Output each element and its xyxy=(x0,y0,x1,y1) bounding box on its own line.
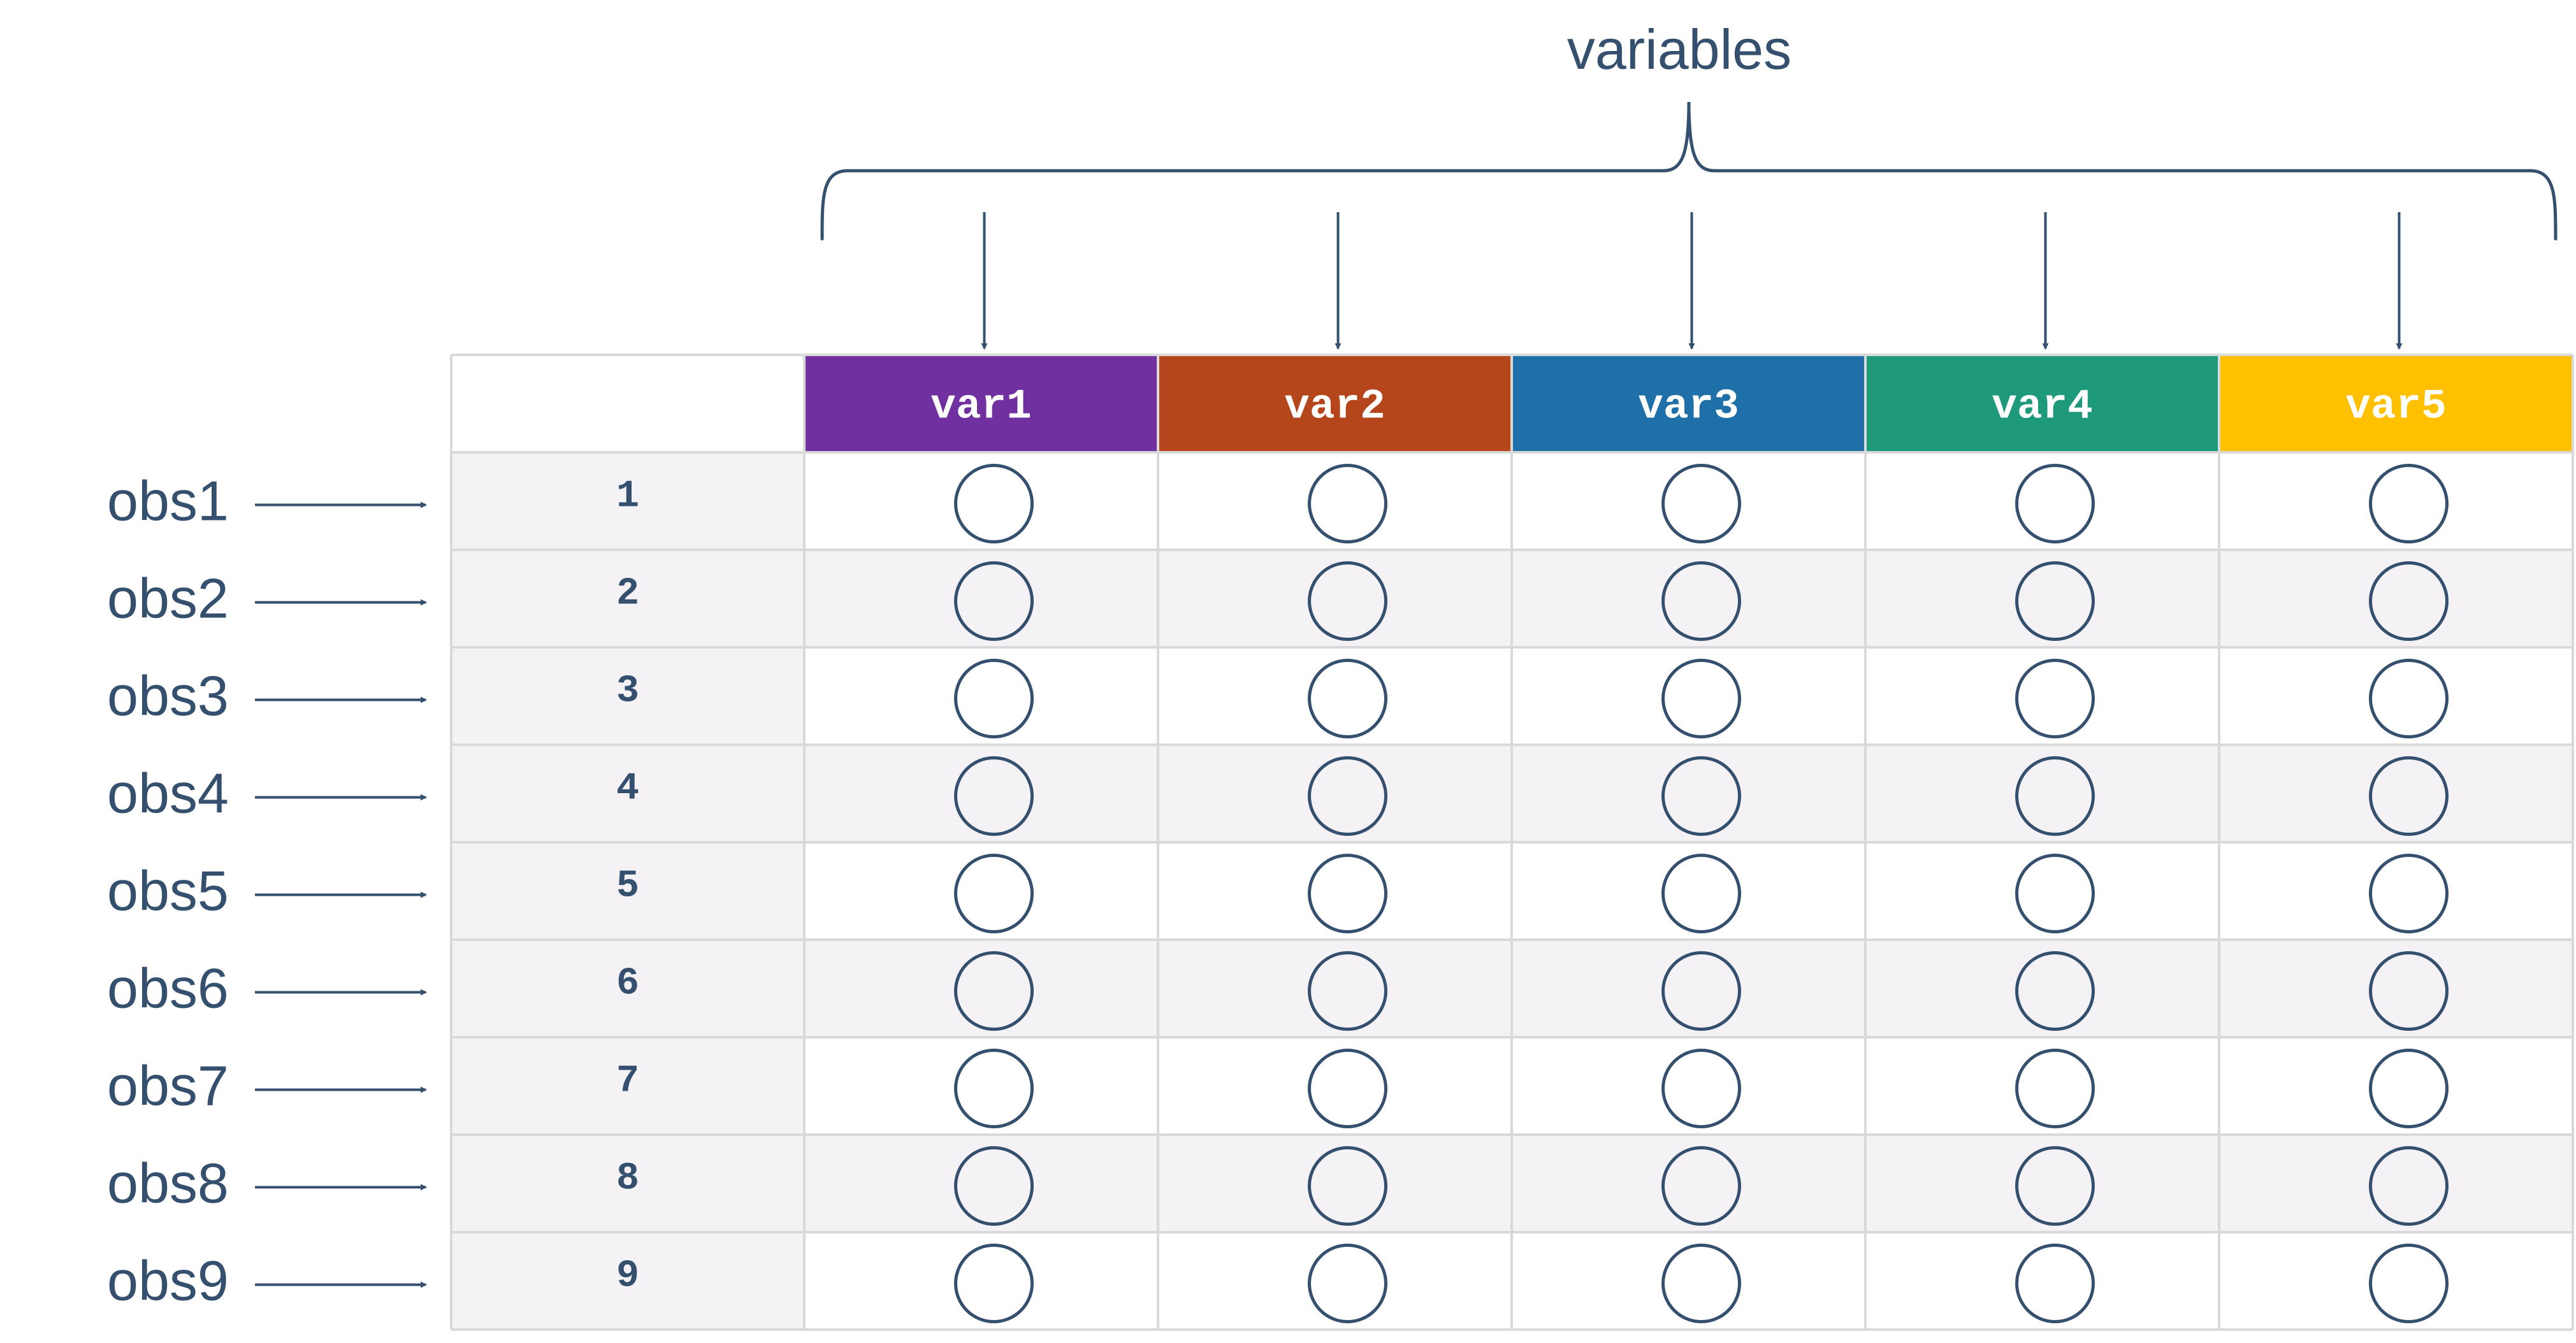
data-cell-circle xyxy=(2369,1049,2449,1128)
data-cell-circle xyxy=(2015,659,2095,738)
variables-title: variables xyxy=(1567,18,1791,81)
data-cell-circle xyxy=(954,1244,1034,1323)
header-label-var5: var5 xyxy=(2345,383,2446,431)
observation-label: obs6 xyxy=(107,957,229,1020)
header-blank-cell xyxy=(451,355,804,452)
data-cell-circle xyxy=(954,561,1034,641)
data-cell-circle xyxy=(1308,1146,1387,1226)
data-cell-circle xyxy=(1661,659,1741,738)
row-index: 8 xyxy=(616,1158,639,1201)
data-cell-circle xyxy=(2369,854,2449,933)
data-cell-circle xyxy=(1308,1244,1387,1323)
data-cell-circle xyxy=(954,1146,1034,1226)
data-cell-circle xyxy=(2015,854,2095,933)
index-cell xyxy=(451,550,804,647)
header-label-var4: var4 xyxy=(1992,383,2092,431)
header-label-var2: var2 xyxy=(1284,383,1385,431)
observation-label: obs4 xyxy=(107,762,229,825)
observation-labels: obs1 obs2 obs3 obs4 obs5 obs6 obs7 obs8 obs9 xyxy=(107,470,427,1312)
data-cell-circle xyxy=(1661,1049,1741,1128)
data-table: var1 var2 var3 var4 var5 1 2 3 4 5 6 7 8 9 xyxy=(450,354,2574,1331)
variables-brace xyxy=(820,101,2558,241)
data-cell-circle xyxy=(2015,561,2095,641)
header-cell-var2 xyxy=(1158,355,1512,452)
row-index: 3 xyxy=(616,670,639,714)
data-cell-circle xyxy=(954,854,1034,933)
index-cell xyxy=(451,1135,804,1232)
data-cell-circle xyxy=(2369,659,2449,738)
observation-label: obs1 xyxy=(107,470,229,533)
data-cell-circle xyxy=(2015,464,2095,543)
header-cell-var3 xyxy=(1512,355,1865,452)
header-label-var1: var1 xyxy=(930,383,1031,431)
row-index: 2 xyxy=(616,573,639,616)
header-cell-var5 xyxy=(2219,355,2573,452)
variable-arrows xyxy=(981,212,2403,350)
data-cell-circle xyxy=(2369,951,2449,1031)
index-cell xyxy=(451,647,804,745)
data-cell-circle xyxy=(2369,1146,2449,1226)
data-cell-circle xyxy=(1308,854,1387,933)
data-cell-circle xyxy=(1308,756,1387,836)
data-cell-circle xyxy=(1308,561,1387,641)
data-cell-circle xyxy=(2015,756,2095,836)
observation-label: obs8 xyxy=(107,1152,229,1215)
index-cell xyxy=(451,1037,804,1135)
observation-label: obs7 xyxy=(107,1054,229,1117)
row-index: 5 xyxy=(616,865,639,908)
observation-label: obs3 xyxy=(107,664,229,728)
data-cell-circle xyxy=(2369,756,2449,836)
observation-label: obs9 xyxy=(107,1249,229,1312)
row-index: 7 xyxy=(616,1060,639,1103)
data-cell-circle xyxy=(2369,464,2449,543)
data-cell-circle xyxy=(1661,1146,1741,1226)
header-cell-var4 xyxy=(1865,355,2219,452)
data-cell-circle xyxy=(2015,1146,2095,1226)
index-cell xyxy=(451,452,804,550)
data-cell-circle xyxy=(954,1049,1034,1128)
index-cell xyxy=(451,1232,804,1330)
data-cell-circle xyxy=(954,659,1034,738)
row-index: 1 xyxy=(616,475,639,519)
observation-label: obs5 xyxy=(107,859,229,923)
index-cell xyxy=(451,940,804,1037)
index-cell xyxy=(451,842,804,940)
data-cell-circle xyxy=(1308,951,1387,1031)
data-cell-circle xyxy=(954,464,1034,543)
data-cell-circle xyxy=(2015,1244,2095,1323)
data-cell-circle xyxy=(954,951,1034,1031)
header-label-var3: var3 xyxy=(1638,383,1739,431)
data-cell-circle xyxy=(2369,561,2449,641)
data-cell-circle xyxy=(1308,464,1387,543)
data-cell-circle xyxy=(2015,951,2095,1031)
data-cell-circle xyxy=(2015,1049,2095,1128)
data-cell-circle xyxy=(954,756,1034,836)
observation-label: obs2 xyxy=(107,567,229,630)
data-cell-circle xyxy=(1661,1244,1741,1323)
row-index: 6 xyxy=(616,963,639,1006)
data-cell-circle xyxy=(2369,1244,2449,1323)
data-cell-circle xyxy=(1661,951,1741,1031)
data-cell-circle xyxy=(1661,464,1741,543)
index-cell xyxy=(451,745,804,842)
data-cell-circle xyxy=(1661,854,1741,933)
data-cell-circle xyxy=(1661,561,1741,641)
header-cell-var1 xyxy=(804,355,1158,452)
data-cell-circle xyxy=(1308,659,1387,738)
row-index: 4 xyxy=(616,768,639,811)
row-index: 9 xyxy=(616,1255,639,1298)
data-cell-circle xyxy=(1308,1049,1387,1128)
data-cell-circle xyxy=(1661,756,1741,836)
